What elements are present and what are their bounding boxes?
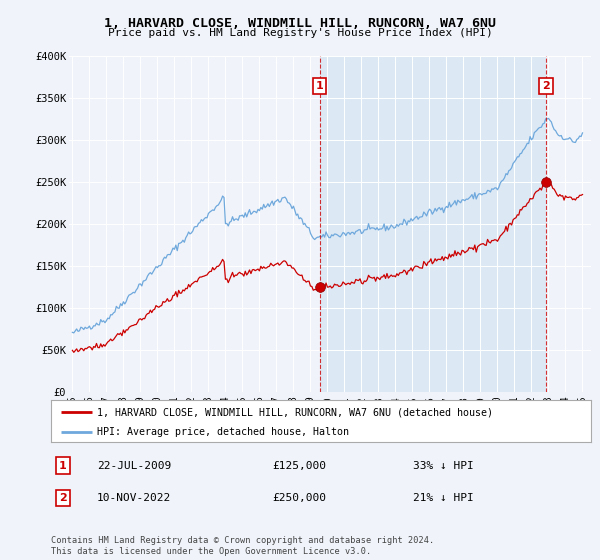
Text: 1: 1 xyxy=(316,81,323,91)
Text: Contains HM Land Registry data © Crown copyright and database right 2024.
This d: Contains HM Land Registry data © Crown c… xyxy=(51,536,434,556)
Text: Price paid vs. HM Land Registry's House Price Index (HPI): Price paid vs. HM Land Registry's House … xyxy=(107,28,493,38)
Bar xyxy=(320,56,546,392)
Text: 33% ↓ HPI: 33% ↓ HPI xyxy=(413,460,473,470)
Text: 1, HARVARD CLOSE, WINDMILL HILL, RUNCORN, WA7 6NU (detached house): 1, HARVARD CLOSE, WINDMILL HILL, RUNCORN… xyxy=(97,407,493,417)
Text: 1: 1 xyxy=(59,460,67,470)
Text: 2: 2 xyxy=(542,81,550,91)
Text: 10-NOV-2022: 10-NOV-2022 xyxy=(97,493,171,503)
Text: 1, HARVARD CLOSE, WINDMILL HILL, RUNCORN, WA7 6NU: 1, HARVARD CLOSE, WINDMILL HILL, RUNCORN… xyxy=(104,17,496,30)
Text: £125,000: £125,000 xyxy=(272,460,326,470)
Text: £250,000: £250,000 xyxy=(272,493,326,503)
Text: 22-JUL-2009: 22-JUL-2009 xyxy=(97,460,171,470)
Text: 2: 2 xyxy=(59,493,67,503)
Text: HPI: Average price, detached house, Halton: HPI: Average price, detached house, Halt… xyxy=(97,427,349,437)
Text: 21% ↓ HPI: 21% ↓ HPI xyxy=(413,493,473,503)
